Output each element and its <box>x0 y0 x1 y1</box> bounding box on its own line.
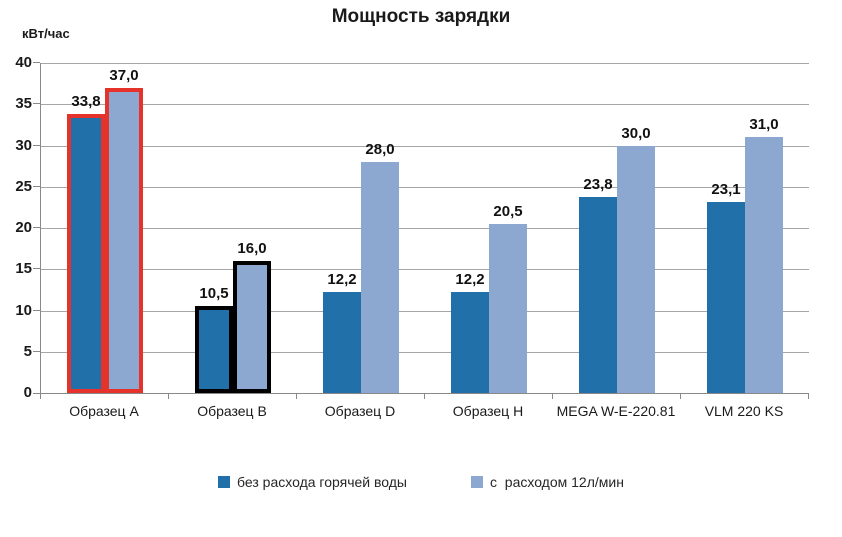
gridline <box>41 228 809 229</box>
y-axis-tick <box>33 309 40 311</box>
x-axis-tick <box>168 393 169 399</box>
y-axis-unit-label: кВт/час <box>22 26 70 41</box>
y-tick-label: 0 <box>23 384 32 401</box>
bar-group: 10,5 16,0 <box>169 63 297 393</box>
bar-value-label: 16,0 <box>237 240 267 257</box>
legend: без расхода горячей воды с расходом 12л/… <box>0 474 842 490</box>
plot-area: 33,8 37,0 10,5 16,0 12,2 28,0 12,2 20,5 23,8 30,0… <box>40 63 809 394</box>
bar-group: 33,8 37,0 <box>41 63 169 393</box>
legend-marker-series-2-icon <box>471 476 483 488</box>
legend-marker-series-1-icon <box>218 476 231 488</box>
bar-value-label: 28,0 <box>365 141 395 158</box>
legend-label-series-2: с расходом 12л/мин <box>490 474 624 490</box>
gridline <box>41 351 809 353</box>
bar-group: 12,2 20,5 <box>425 63 553 393</box>
bar-value-label: 31,0 <box>749 116 779 134</box>
gridline <box>41 269 809 271</box>
bar-group: 23,8 30,0 <box>553 63 681 393</box>
bar-value-label: 12,2 <box>455 271 485 289</box>
bar-value-label: 23,1 <box>711 181 741 199</box>
bar-series-2: 37,0 <box>105 67 143 393</box>
x-axis-tick <box>424 393 425 399</box>
y-tick-label: 10 <box>15 301 32 319</box>
bar-series-1: 33,8 <box>67 93 105 393</box>
y-tick-label: 25 <box>15 177 32 195</box>
bar-series-1: 23,1 <box>707 181 745 393</box>
bar-value-label: 12,2 <box>327 271 357 289</box>
bar-series-2: 20,5 <box>489 203 527 393</box>
y-tick-label: 15 <box>15 260 32 278</box>
bar-series-2: 31,0 <box>745 116 783 393</box>
y-tick-label: 35 <box>15 95 32 113</box>
y-tick-label: 30 <box>15 136 32 154</box>
x-axis-tick <box>680 393 681 399</box>
gridline <box>41 145 809 147</box>
legend-item-series-1: без расхода горячей воды <box>218 474 407 490</box>
bar-value-label: 30,0 <box>621 124 651 142</box>
bar-value-label: 37,0 <box>109 66 139 84</box>
x-axis-tick <box>808 393 809 399</box>
legend-item-series-2: с расходом 12л/мин <box>471 474 624 490</box>
bar-series-2: 30,0 <box>617 125 655 393</box>
category-label: VLM 220 KS <box>704 403 784 419</box>
y-tick-label: 5 <box>23 342 32 360</box>
gridline <box>41 186 809 188</box>
bar-series-1: 10,5 <box>195 285 233 393</box>
chart-title: Мощность зарядки <box>331 6 511 27</box>
y-axis-tick <box>33 185 40 187</box>
bar-group: 23,1 31,0 <box>681 63 809 393</box>
y-axis-tick <box>33 62 40 63</box>
bar-series-1: 12,2 <box>323 271 361 393</box>
x-axis-tick <box>552 393 553 399</box>
bar-series-2: 28,0 <box>361 141 399 393</box>
y-axis-tick <box>33 350 40 352</box>
gridline <box>41 63 809 64</box>
bar-value-label: 23,8 <box>583 175 613 193</box>
bar-value-label: 20,5 <box>493 202 523 220</box>
bar-value-label: 10,5 <box>199 285 229 303</box>
y-tick-label: 40 <box>15 54 32 71</box>
gridline <box>41 104 809 106</box>
category-label: MEGA W-E-220.81 <box>556 403 676 419</box>
bar-group: 12,2 28,0 <box>297 63 425 393</box>
bar-series-1: 12,2 <box>451 271 489 393</box>
category-label: Образец D <box>324 403 396 419</box>
bar-series-2: 16,0 <box>233 240 271 393</box>
category-label: Образец A <box>69 403 139 419</box>
x-axis-tick <box>40 393 41 399</box>
y-axis-tick <box>33 103 40 105</box>
y-axis-tick <box>33 393 40 394</box>
category-label: Образец B <box>197 403 267 419</box>
bar-series-1: 23,8 <box>579 176 617 393</box>
legend-label-series-1: без расхода горячей воды <box>237 474 407 490</box>
x-axis-tick <box>296 393 297 399</box>
y-axis-tick <box>33 268 40 270</box>
y-axis-tick <box>33 144 40 146</box>
y-axis-tick <box>33 227 40 228</box>
gridline <box>41 310 809 312</box>
category-label: Образец H <box>452 403 524 419</box>
y-tick-label: 20 <box>15 219 32 236</box>
bar-value-label: 33,8 <box>71 93 101 111</box>
